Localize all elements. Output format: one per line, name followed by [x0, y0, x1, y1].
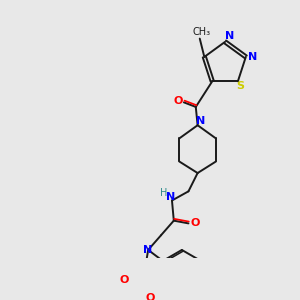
Text: O: O	[120, 275, 129, 285]
Text: O: O	[145, 292, 155, 300]
Text: N: N	[142, 245, 152, 255]
Text: O: O	[190, 218, 200, 228]
Text: H: H	[160, 188, 167, 198]
Text: N: N	[167, 192, 176, 202]
Text: CH₃: CH₃	[193, 27, 211, 37]
Text: N: N	[225, 31, 234, 41]
Text: N: N	[248, 52, 257, 62]
Text: O: O	[174, 96, 183, 106]
Text: S: S	[237, 81, 244, 91]
Text: N: N	[196, 116, 205, 126]
